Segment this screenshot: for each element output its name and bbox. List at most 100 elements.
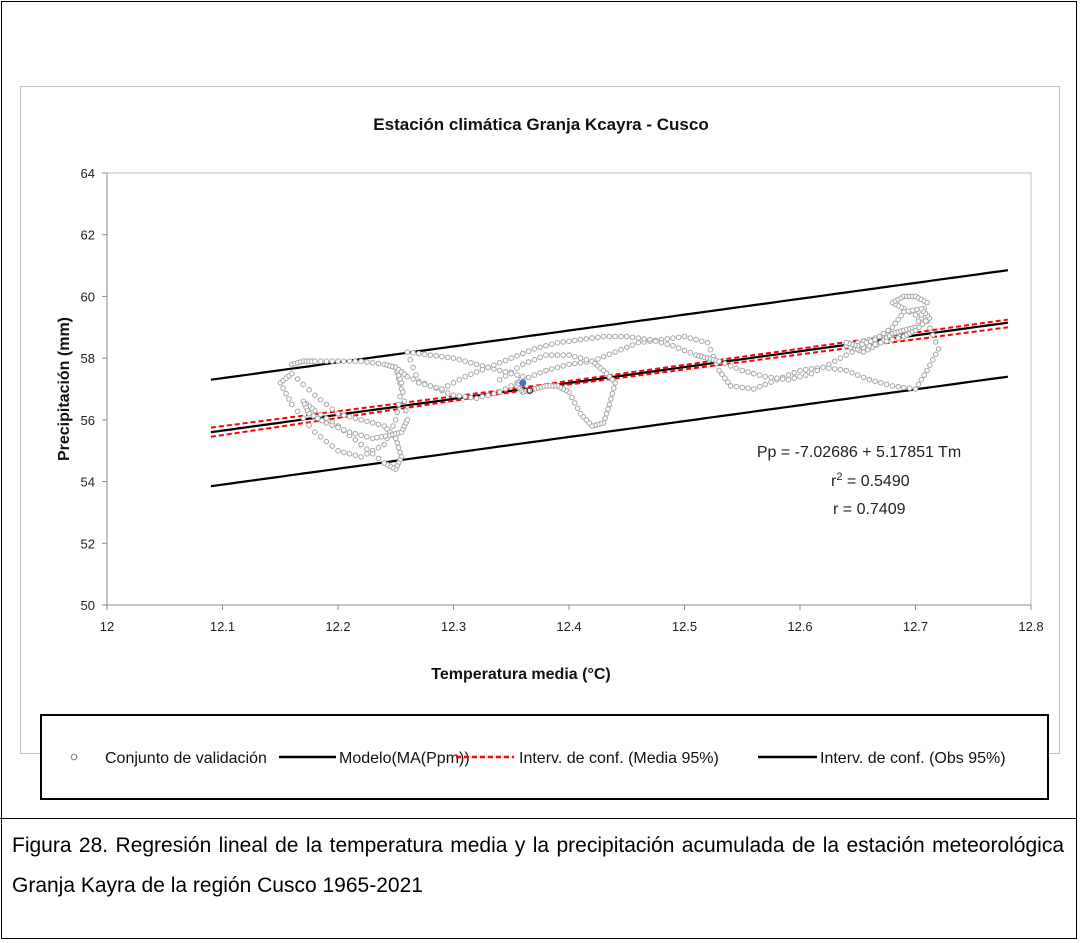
x-axis-title: Temperatura media (°C) bbox=[431, 666, 610, 683]
validation-point bbox=[289, 401, 295, 408]
validation-point bbox=[606, 333, 613, 340]
validation-point bbox=[473, 369, 480, 375]
y-tick-label: 50 bbox=[81, 598, 95, 613]
validation-point bbox=[611, 385, 617, 392]
validation-point bbox=[860, 349, 867, 355]
validation-point bbox=[774, 375, 780, 382]
validation-point bbox=[831, 366, 838, 372]
validation-point bbox=[826, 361, 832, 368]
validation-point bbox=[569, 394, 575, 401]
validation-point bbox=[462, 358, 468, 365]
chart-title: Estación climática Granja Kcayra - Cusco bbox=[373, 115, 708, 134]
validation-point bbox=[537, 370, 543, 376]
y-tick-label: 52 bbox=[81, 536, 95, 551]
validation-point bbox=[329, 443, 336, 449]
validation-point bbox=[323, 438, 330, 445]
validation-point bbox=[745, 369, 751, 375]
r2-superscript: 2 bbox=[836, 471, 842, 483]
validation-point bbox=[837, 355, 844, 361]
highlight-point bbox=[519, 379, 527, 387]
validation-point bbox=[395, 444, 402, 451]
validation-point bbox=[808, 370, 815, 377]
validation-point bbox=[537, 344, 543, 351]
y-tick-label: 54 bbox=[81, 475, 95, 490]
legend-label-obs: Interv. de conf. (Obs 95%) bbox=[820, 750, 1006, 767]
validation-point bbox=[808, 366, 815, 372]
validation-point bbox=[502, 357, 509, 364]
legend-label-validation: Conjunto de validación bbox=[105, 750, 267, 767]
validation-point bbox=[352, 430, 359, 437]
validation-point bbox=[704, 339, 711, 346]
validation-point bbox=[756, 383, 763, 390]
equation-label: Pp = -7.02686 + 5.17851 Tm bbox=[757, 444, 961, 461]
validation-point bbox=[416, 350, 422, 357]
axes: 50 52 54 56 58 60 62 64 12 12.1 12.2 12.3 12.4 12.5 12… bbox=[81, 166, 1044, 634]
validation-point bbox=[889, 324, 896, 331]
validation-point bbox=[670, 343, 676, 349]
validation-point bbox=[413, 372, 419, 378]
validation-point bbox=[629, 334, 636, 341]
validation-point bbox=[312, 358, 318, 365]
validation-point bbox=[895, 316, 902, 323]
validation-point bbox=[306, 387, 312, 393]
validation-point bbox=[491, 390, 497, 397]
validation-point bbox=[289, 370, 295, 377]
validation-point bbox=[935, 346, 942, 352]
validation-point bbox=[727, 363, 734, 369]
validation-point bbox=[397, 393, 403, 400]
validation-point bbox=[479, 366, 486, 373]
validation-point bbox=[918, 376, 925, 383]
validation-point bbox=[329, 358, 336, 365]
figure-caption: Figura 28. Regresión lineal de la temper… bbox=[12, 834, 1064, 897]
validation-point bbox=[358, 441, 364, 448]
r2-label: r2 = 0.5490 bbox=[831, 471, 910, 490]
validation-point bbox=[716, 358, 722, 365]
validation-point bbox=[335, 424, 341, 431]
r-label: r = 0.7409 bbox=[833, 501, 906, 518]
x-tick-label: 12.7 bbox=[903, 619, 928, 634]
validation-point bbox=[831, 358, 838, 365]
validation-point bbox=[375, 421, 382, 428]
validation-point bbox=[346, 429, 353, 436]
validation-point bbox=[450, 380, 457, 386]
validation-point bbox=[520, 361, 526, 368]
validation-point bbox=[416, 380, 422, 386]
validation-point bbox=[374, 434, 380, 441]
validation-point bbox=[885, 327, 891, 334]
validation-point bbox=[520, 373, 526, 380]
validation-point bbox=[473, 395, 480, 402]
validation-point bbox=[286, 396, 292, 402]
validation-point bbox=[898, 312, 904, 319]
validation-point bbox=[901, 309, 907, 315]
r2-symbol: r bbox=[831, 473, 837, 490]
validation-point bbox=[427, 383, 434, 389]
validation-point bbox=[392, 417, 399, 423]
validation-point bbox=[779, 376, 786, 382]
x-tick-label: 12.8 bbox=[1018, 619, 1043, 634]
validation-point bbox=[358, 454, 364, 460]
validation-point bbox=[577, 336, 584, 343]
validation-point bbox=[300, 415, 307, 422]
validation-point bbox=[444, 383, 451, 389]
validation-point bbox=[618, 346, 624, 353]
validation-point bbox=[329, 406, 336, 412]
validation-point bbox=[468, 371, 474, 378]
validation-point bbox=[912, 386, 919, 392]
validation-point bbox=[635, 335, 642, 341]
validation-point bbox=[300, 381, 307, 388]
validation-point bbox=[479, 393, 486, 400]
validation-point bbox=[358, 358, 364, 365]
validation-point bbox=[739, 384, 746, 391]
validation-point bbox=[283, 390, 289, 397]
validation-point bbox=[912, 312, 919, 318]
validation-point bbox=[346, 414, 353, 420]
validation-point bbox=[927, 362, 933, 368]
validation-point bbox=[923, 318, 929, 324]
validation-point bbox=[450, 392, 457, 399]
validation-point bbox=[572, 353, 578, 360]
validation-point bbox=[317, 411, 324, 418]
validation-point bbox=[410, 349, 416, 356]
validation-point bbox=[768, 374, 774, 381]
validation-point bbox=[358, 432, 364, 439]
validation-point bbox=[341, 427, 347, 433]
